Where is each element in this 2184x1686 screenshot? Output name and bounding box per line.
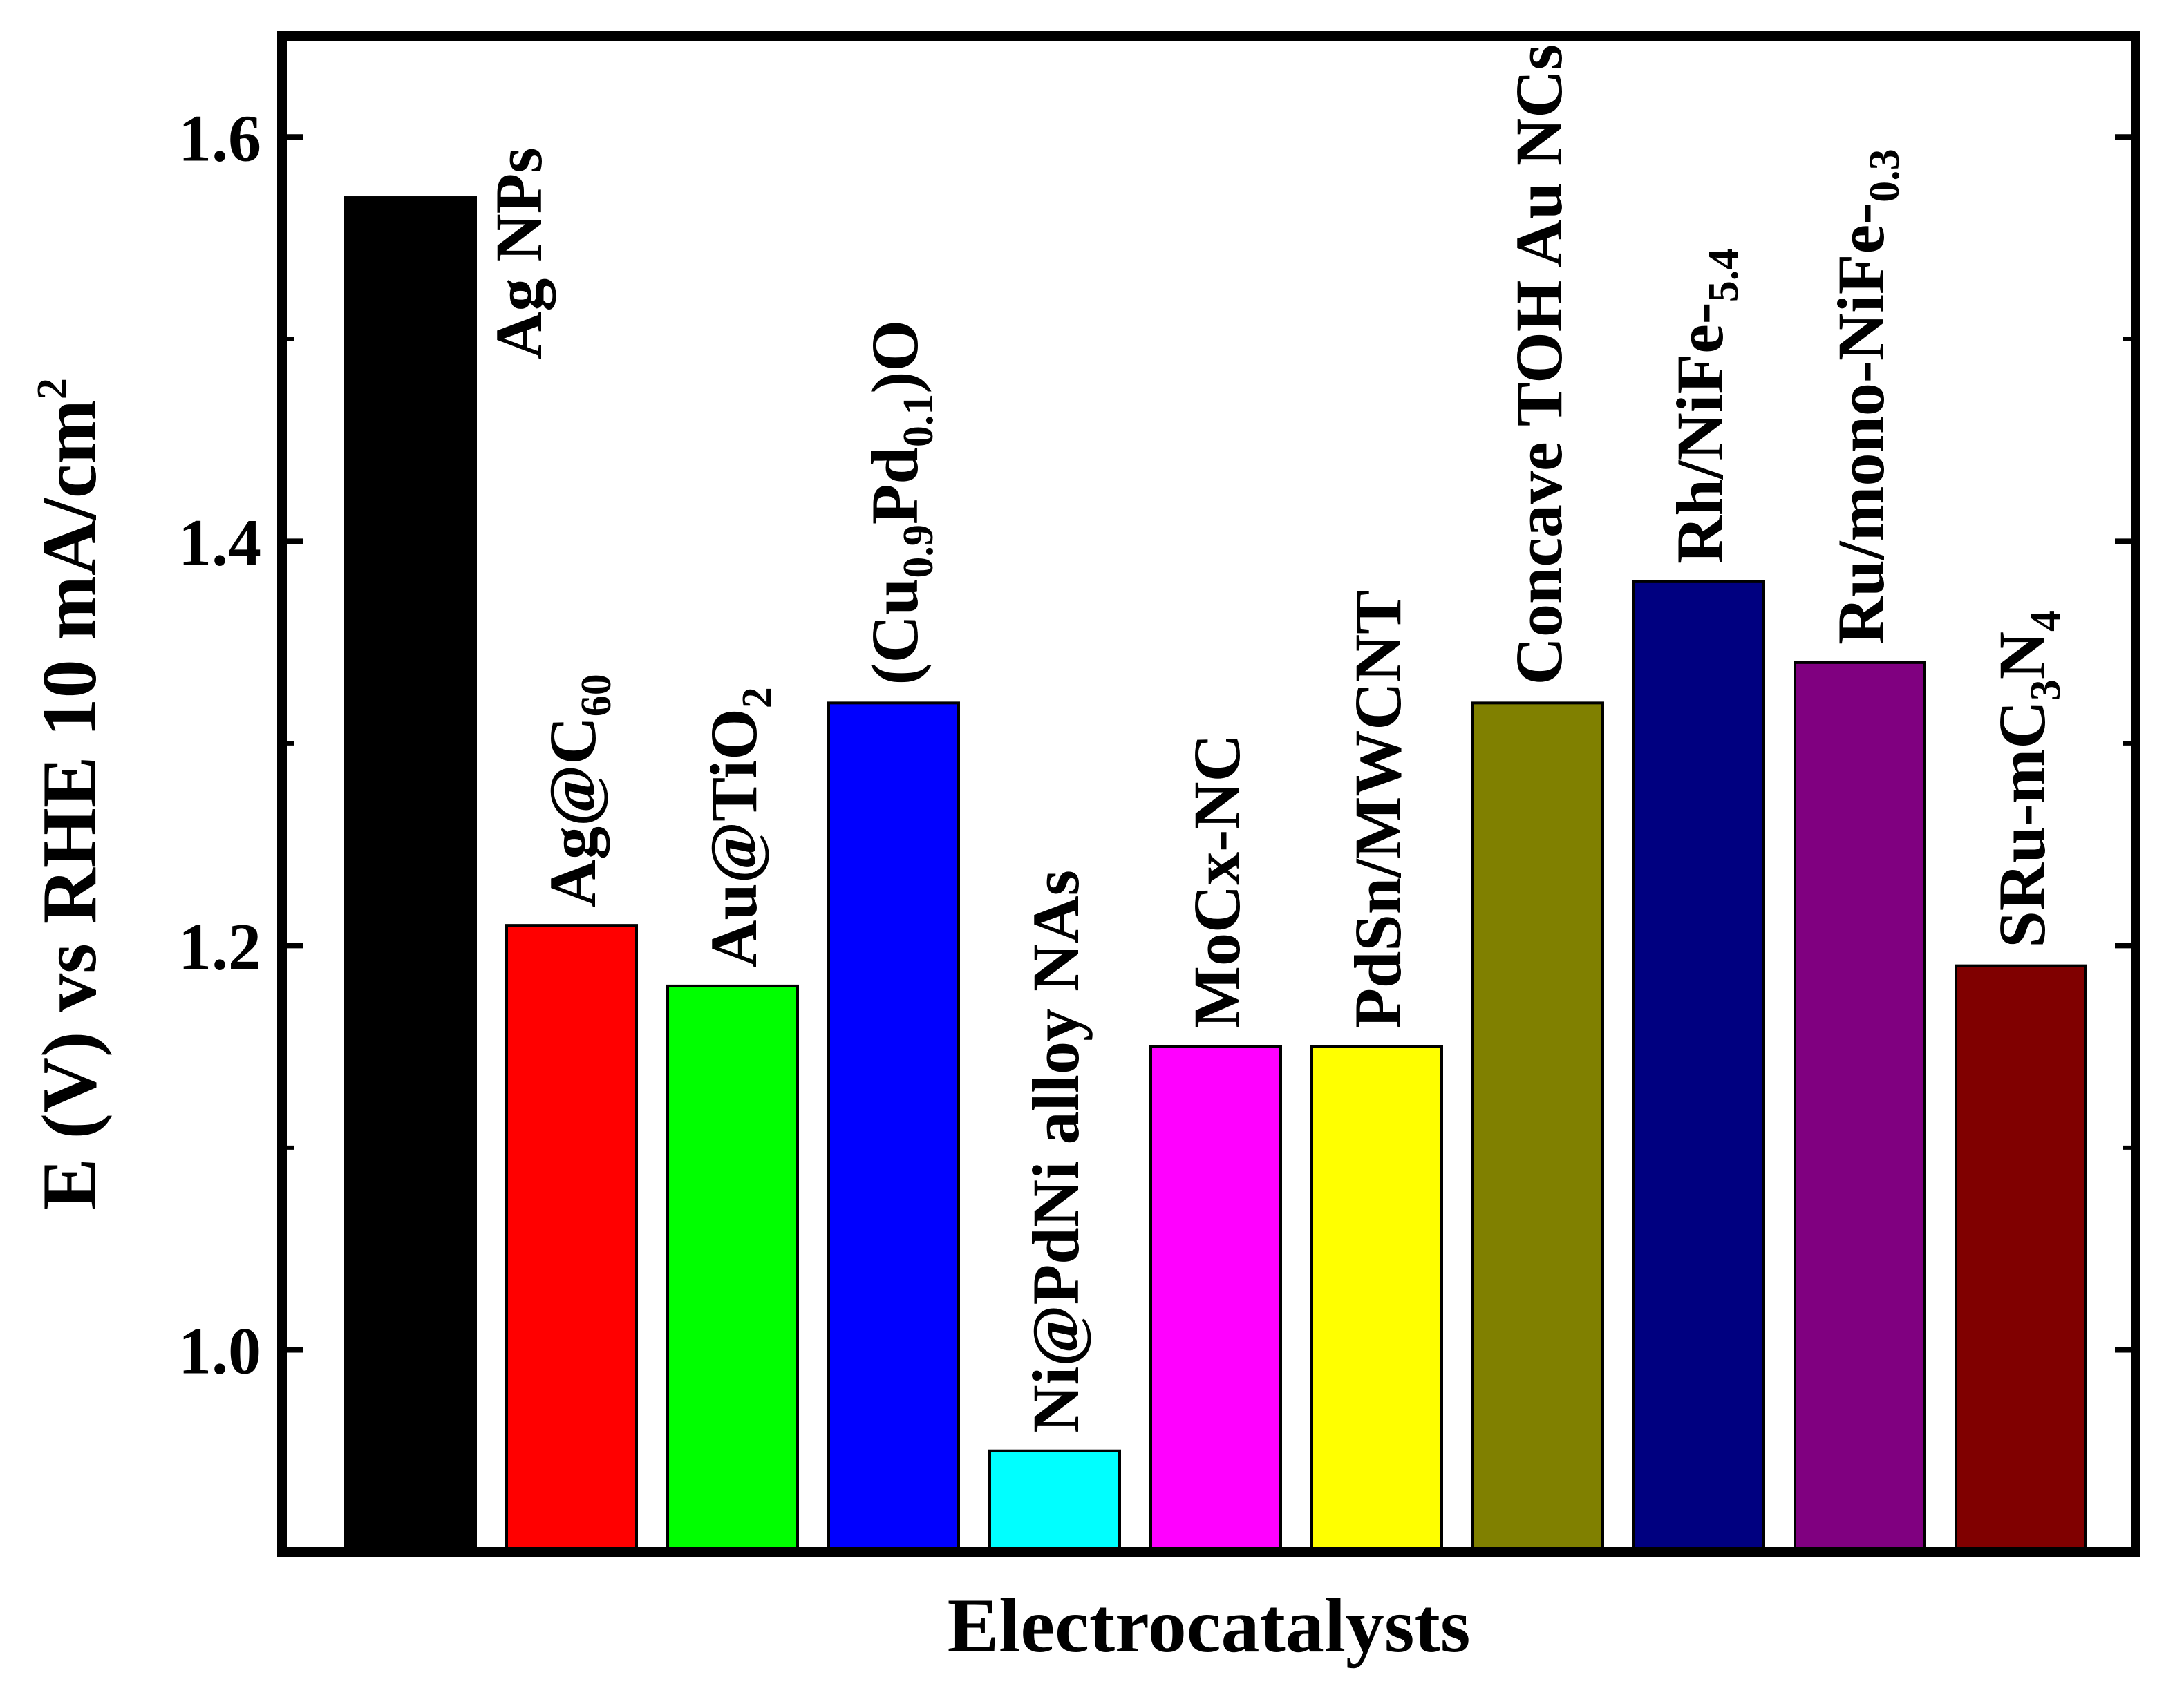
y-tick-label: 1.2	[178, 909, 261, 983]
bar	[344, 196, 477, 1554]
bars-group	[344, 196, 2087, 1554]
y-axis-label-sup: 2	[29, 378, 76, 399]
bar-label: Ni@PdNi alloy NAs	[1019, 870, 1093, 1433]
bar	[1471, 701, 1604, 1553]
bar-label: PdSn/MWCNT	[1341, 590, 1415, 1029]
bar	[1955, 964, 2087, 1553]
x-axis-label: Electrocatalysts	[948, 1583, 1471, 1669]
bar-label: MoCx-NC	[1180, 734, 1254, 1029]
bar-label: Concave TOH Au NCs	[1502, 44, 1576, 685]
bar-label: Rh/NiFe-5.4	[1663, 249, 1747, 564]
bar-label: SRu-mC3N4	[1985, 610, 2069, 948]
plot-frame	[277, 31, 2140, 1557]
bar	[827, 701, 960, 1553]
bar-label: Ag@C60	[536, 674, 620, 907]
bar-label: Au@TiO2	[697, 687, 781, 968]
y-axis-label-text: E (V) vs RHE 10 mA/cm	[27, 399, 113, 1210]
bar	[505, 924, 638, 1553]
y-tick-label: 1.0	[178, 1314, 261, 1387]
y-tick-label: 1.6	[178, 101, 261, 175]
bar	[988, 1449, 1121, 1554]
bar-label: (Cu0.9Pd0.1)O	[858, 320, 942, 685]
y-tick-label: 1.4	[178, 505, 261, 579]
bar	[666, 984, 799, 1553]
bar-labels-group: Ag NPs Ag@C60 Au@TiO2 (Cu0.9Pd0.1)O Ni@PdNi …	[482, 44, 2069, 1433]
bar	[1632, 580, 1765, 1554]
bar	[1310, 1045, 1443, 1553]
bar	[1794, 661, 1926, 1553]
bar-label: Ag NPs	[482, 147, 556, 359]
bar-label: Ru/mono-NiFe-0.3	[1824, 149, 1908, 644]
y-axis-label: E (V) vs RHE 10 mA/cm2	[27, 378, 113, 1210]
bar	[1149, 1045, 1282, 1553]
